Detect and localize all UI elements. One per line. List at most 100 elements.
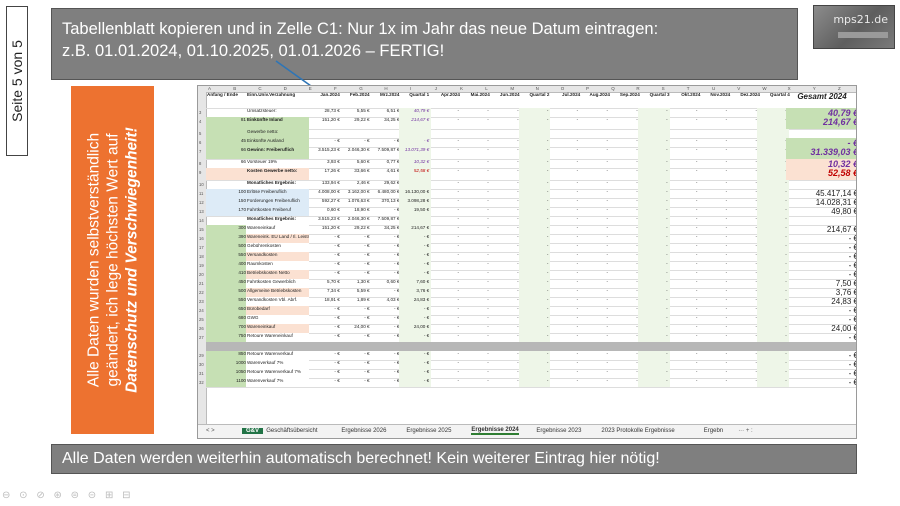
- slide-controls[interactable]: ⊖ ⊙ ⊘ ⊛ ⊜ ⊝ ⊞ ⊟: [2, 490, 134, 501]
- column-letter[interactable]: I: [409, 86, 411, 91]
- column-letter[interactable]: N: [535, 86, 539, 91]
- column-letter[interactable]: T: [686, 86, 690, 91]
- row-number[interactable]: 3: [199, 110, 202, 115]
- row-dash: -: [608, 108, 640, 117]
- column-letter[interactable]: A: [208, 86, 212, 91]
- column-letter[interactable]: R: [636, 86, 640, 91]
- row-dash: -: [487, 216, 489, 221]
- row-number[interactable]: 15: [199, 227, 204, 232]
- column-letter[interactable]: Q: [611, 86, 615, 91]
- column-letter[interactable]: H: [384, 86, 388, 91]
- row-total: - €: [848, 261, 856, 270]
- column-letter[interactable]: D: [283, 86, 287, 91]
- column-letter[interactable]: M: [510, 86, 515, 91]
- row-value: - €: [394, 234, 400, 239]
- row-number[interactable]: 17: [199, 245, 204, 250]
- row-label: Erlöse Freiberuflich: [246, 189, 309, 198]
- sheet-tab[interactable]: Ergebn: [703, 428, 724, 434]
- row-number[interactable]: 27: [199, 335, 204, 340]
- row-dash: -: [457, 225, 459, 230]
- tab-scroll-arrows[interactable]: < >: [206, 428, 215, 434]
- row-number[interactable]: 9: [199, 170, 202, 175]
- row-dash: -: [725, 147, 728, 152]
- column-letter[interactable]: Y: [812, 86, 816, 91]
- row-number[interactable]: 13: [199, 209, 204, 214]
- sheet-tab[interactable]: Ergebnisse 2023: [536, 428, 582, 434]
- row-number[interactable]: 12: [199, 200, 204, 205]
- row-dash: -: [518, 147, 551, 159]
- table-row[interactable]: Umsatzsteuer: 28,73 €5,55 €6,51 €40,79 € -…: [206, 108, 856, 118]
- column-letter[interactable]: K: [460, 86, 464, 91]
- row-dash: -: [725, 159, 728, 164]
- column-letter[interactable]: W: [762, 86, 767, 91]
- column-letter[interactable]: E: [308, 86, 312, 91]
- row-number[interactable]: 25: [199, 317, 204, 322]
- row-number[interactable]: 11: [199, 191, 204, 196]
- row-dash: -: [606, 243, 608, 248]
- column-letter[interactable]: Z: [838, 86, 841, 91]
- row-number[interactable]: 26: [199, 326, 204, 331]
- row-value: - €: [334, 378, 340, 383]
- row-value: 214,67 €: [399, 225, 432, 234]
- column-letter[interactable]: L: [485, 86, 488, 91]
- row-number[interactable]: 10: [199, 182, 204, 187]
- row-dash: -: [637, 252, 670, 261]
- column-letter[interactable]: P: [586, 86, 590, 91]
- row-number[interactable]: 32: [199, 380, 204, 385]
- row-number[interactable]: 19: [199, 263, 204, 268]
- sheet-tab[interactable]: Ergebnisse 2024: [471, 427, 519, 435]
- column-letter[interactable]: C: [258, 86, 262, 91]
- row-number[interactable]: 22: [199, 290, 204, 295]
- row-number[interactable]: 6: [199, 140, 202, 145]
- row-dash: -: [637, 180, 670, 189]
- row-number[interactable]: 24: [199, 308, 204, 313]
- row-dash: -: [757, 288, 789, 297]
- row-number[interactable]: 5: [199, 131, 202, 136]
- sheet-tab[interactable]: 2023 Protokolle Ergebnisse: [601, 428, 675, 434]
- column-letter[interactable]: U: [712, 86, 716, 91]
- column-letter[interactable]: X: [787, 86, 791, 91]
- row-number[interactable]: 4: [199, 119, 202, 124]
- row-dash: -: [457, 207, 459, 212]
- row-number[interactable]: 21: [199, 281, 204, 286]
- sheet-tab[interactable]: Ergebnisse 2025: [406, 428, 452, 434]
- row-number[interactable]: 7: [199, 149, 202, 154]
- row-number[interactable]: 23: [199, 299, 204, 304]
- row-value: [370, 129, 402, 138]
- row-number[interactable]: 31: [199, 371, 204, 376]
- row-number[interactable]: 20: [199, 272, 204, 277]
- row-dash: -: [606, 279, 608, 284]
- row-dash: -: [489, 261, 521, 270]
- row-dash: -: [606, 108, 608, 113]
- column-letter[interactable]: J: [434, 86, 438, 91]
- row-number[interactable]: 18: [199, 254, 204, 259]
- row-number[interactable]: 30: [199, 362, 204, 367]
- column-letter[interactable]: F: [334, 86, 337, 91]
- column-letter[interactable]: O: [560, 86, 565, 91]
- row-dash: -: [608, 225, 640, 234]
- table-row[interactable]: 1100 Warenverkauf 7% - € - € - € - € - - - - - - - - -…: [206, 378, 856, 388]
- sheet-tab[interactable]: Ergebnisse 2026: [341, 428, 387, 434]
- row-dash: -: [608, 261, 640, 270]
- row-number[interactable]: 14: [199, 218, 204, 223]
- row-dash: -: [637, 138, 670, 147]
- instruction-callout: Tabellenblatt kopieren und in Zelle C1: …: [51, 8, 798, 80]
- row-code: 550: [206, 252, 248, 261]
- row-number[interactable]: 29: [199, 353, 204, 358]
- sheet-tab[interactable]: Geschäftsübersicht: [266, 428, 318, 434]
- row-dash: -: [757, 324, 789, 333]
- row-value: 34,25 €: [384, 225, 400, 230]
- row-number[interactable]: 8: [199, 161, 202, 166]
- column-letter[interactable]: G: [359, 86, 363, 91]
- row-number[interactable]: 16: [199, 236, 204, 241]
- row-dash: -: [727, 351, 759, 360]
- spreadsheet[interactable]: A B C D E F G H I J K L M N O P Q R S T U V W X Y Z 3 4 5 6 7 8 9 10 11 12…: [197, 85, 857, 439]
- sheet-tab[interactable]: G&V: [242, 428, 264, 434]
- add-sheet-button[interactable]: ··· + :: [738, 428, 753, 434]
- column-letter[interactable]: B: [233, 86, 237, 91]
- row-dash: -: [576, 279, 579, 284]
- row-dash: -: [606, 234, 608, 239]
- row-dash: -: [576, 189, 579, 194]
- column-letter[interactable]: S: [661, 86, 665, 91]
- column-letter[interactable]: V: [737, 86, 741, 91]
